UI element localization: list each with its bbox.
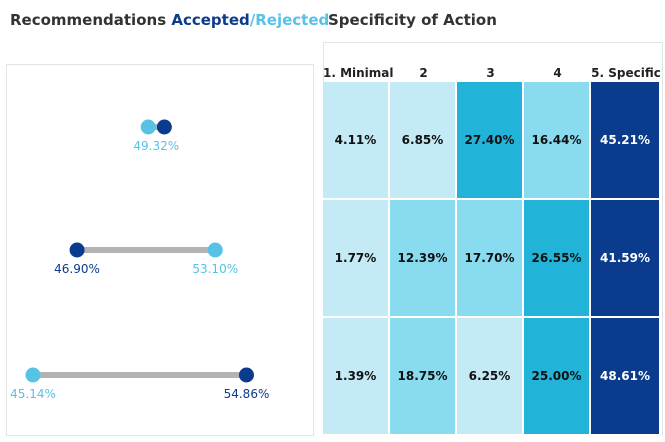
dumbbell-dot-right — [207, 242, 223, 258]
dumbbell-dot-left — [140, 119, 156, 135]
heatmap-col-header: 5. Specific — [591, 66, 661, 80]
title-accepted: Accepted — [171, 11, 250, 29]
heatmap-cell: 27.40% — [457, 82, 524, 200]
heatmap-cell: 16.44% — [524, 82, 591, 200]
dumbbell-dot-right — [156, 119, 172, 135]
heatmap-cell: 1.39% — [323, 318, 390, 436]
heatmap-cell: 48.61% — [591, 318, 661, 436]
dumbbell-dot-right — [238, 367, 254, 383]
heatmap-cell: 1.77% — [323, 200, 390, 318]
dumbbell-dot-left — [25, 367, 41, 383]
dumbbell-label: 49.32% — [133, 139, 179, 153]
dumbbell-label-left: 46.90% — [54, 262, 100, 276]
heatmap-title: Specificity of Action — [328, 11, 497, 29]
heatmap-cell: 41.59% — [591, 200, 661, 318]
dumbbell-svg: 49.32% 46.90% 53.10% 45.14% 54.86% — [10, 119, 270, 401]
heatmap-cell: 6.85% — [390, 82, 457, 200]
dumbbell-dot-left — [69, 242, 85, 258]
heatmap-cell: 6.25% — [457, 318, 524, 436]
title-prefix: Recommendations — [10, 11, 172, 29]
heatmap-col-header: 2 — [419, 66, 428, 80]
heatmap-col-header: 1. Minimal — [323, 66, 394, 80]
heatmap-cell: 45.21% — [591, 82, 661, 200]
heatmap-cell: 12.39% — [390, 200, 457, 318]
dumbbell-label-left: 45.14% — [10, 387, 56, 401]
dumbbell-label-right: 54.86% — [224, 387, 270, 401]
heatmap-cell: 18.75% — [390, 318, 457, 436]
heatmap-col-header: 4 — [553, 66, 562, 80]
dumbbell-chart-title: Recommendations Accepted/Rejected — [10, 11, 329, 29]
heatmap-cell: 17.70% — [457, 200, 524, 318]
title-rejected: Rejected — [255, 11, 330, 29]
dumbbell-chart: 49.32% 46.90% 53.10% 45.14% 54.86% — [6, 64, 314, 436]
dumbbell-label-right: 53.10% — [192, 262, 238, 276]
heatmap-cell: 26.55% — [524, 200, 591, 318]
heatmap-cell: 4.11% — [323, 82, 390, 200]
heatmap-cell: 25.00% — [524, 318, 591, 436]
title-sep: / — [249, 11, 256, 29]
heatmap-col-header: 3 — [486, 66, 495, 80]
